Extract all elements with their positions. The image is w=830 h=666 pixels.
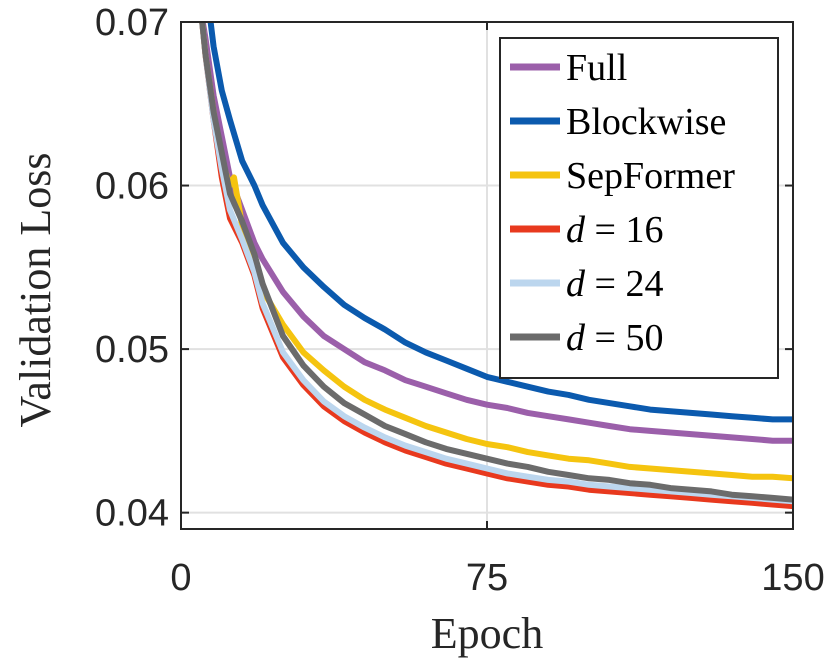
legend: Full Blockwise SepFormer d = 16 d = 24 d = 50: [499, 37, 779, 379]
series-line-blockwise: [207, 22, 793, 423]
x-tick-label: 150: [761, 557, 824, 599]
x-axis-label: Epoch: [431, 609, 543, 658]
y-axis-label: Validation Loss: [11, 153, 60, 428]
legend-box: [499, 37, 779, 379]
y-tick-label: 0.04: [95, 493, 169, 535]
legend-label: d = 16: [566, 209, 663, 251]
series-line-d-24: [199, 22, 793, 505]
series-line-d-50: [199, 22, 793, 503]
x-tick-label: 75: [466, 557, 508, 599]
y-tick-label: 0.07: [95, 2, 169, 44]
y-tick-label: 0.05: [95, 329, 169, 371]
x-tick-label: 0: [170, 557, 191, 599]
legend-label: Blockwise: [566, 101, 726, 143]
y-tick-label: 0.06: [95, 166, 169, 208]
legend-label: Full: [566, 47, 627, 89]
series-line-full: [199, 22, 793, 444]
legend-label: d = 50: [566, 317, 663, 359]
legend-label: d = 24: [566, 263, 663, 305]
axis-ticks: 0.04 0.05 0.06 0.07 0 75 150: [95, 2, 825, 599]
legend-label: SepFormer: [566, 155, 735, 197]
series-lines: [199, 22, 793, 510]
